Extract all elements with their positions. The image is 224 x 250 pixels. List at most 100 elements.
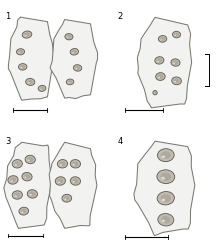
Ellipse shape <box>174 78 179 83</box>
Ellipse shape <box>65 34 73 40</box>
Ellipse shape <box>22 172 32 181</box>
Ellipse shape <box>15 164 17 166</box>
Ellipse shape <box>158 214 174 226</box>
Ellipse shape <box>75 66 80 70</box>
Ellipse shape <box>57 178 63 184</box>
Ellipse shape <box>160 39 162 40</box>
Ellipse shape <box>72 50 77 54</box>
Ellipse shape <box>160 37 165 41</box>
Ellipse shape <box>27 190 37 198</box>
Ellipse shape <box>26 78 35 86</box>
Ellipse shape <box>64 196 70 200</box>
Ellipse shape <box>158 36 167 42</box>
Ellipse shape <box>21 212 24 213</box>
Ellipse shape <box>21 209 27 214</box>
Ellipse shape <box>30 194 32 196</box>
Ellipse shape <box>66 79 74 85</box>
Ellipse shape <box>64 198 67 200</box>
Ellipse shape <box>73 164 75 166</box>
Ellipse shape <box>8 176 18 184</box>
Ellipse shape <box>162 156 165 158</box>
Ellipse shape <box>67 37 69 38</box>
Ellipse shape <box>171 59 180 66</box>
Ellipse shape <box>58 181 60 183</box>
Ellipse shape <box>155 57 164 64</box>
Ellipse shape <box>70 177 80 185</box>
Ellipse shape <box>158 77 160 78</box>
Ellipse shape <box>12 160 22 168</box>
Polygon shape <box>134 141 195 236</box>
Ellipse shape <box>28 82 30 84</box>
Ellipse shape <box>174 33 179 36</box>
Ellipse shape <box>162 198 165 202</box>
Ellipse shape <box>174 34 176 36</box>
Ellipse shape <box>59 161 66 166</box>
Ellipse shape <box>18 50 23 54</box>
Ellipse shape <box>70 48 78 55</box>
Ellipse shape <box>25 155 35 164</box>
Ellipse shape <box>75 68 77 69</box>
Ellipse shape <box>40 88 42 90</box>
Ellipse shape <box>68 80 72 84</box>
Ellipse shape <box>157 61 159 62</box>
Ellipse shape <box>24 174 30 179</box>
Ellipse shape <box>22 31 32 38</box>
Ellipse shape <box>67 35 71 38</box>
Ellipse shape <box>24 176 26 178</box>
Polygon shape <box>137 17 192 108</box>
Ellipse shape <box>157 170 175 183</box>
Ellipse shape <box>12 191 22 199</box>
Ellipse shape <box>57 160 68 168</box>
Ellipse shape <box>68 82 70 83</box>
Ellipse shape <box>157 58 162 62</box>
Ellipse shape <box>27 157 33 162</box>
Ellipse shape <box>72 52 74 54</box>
Ellipse shape <box>10 178 16 182</box>
Polygon shape <box>8 17 54 100</box>
Ellipse shape <box>162 220 165 222</box>
Text: 1: 1 <box>5 12 11 21</box>
Ellipse shape <box>156 73 165 80</box>
Ellipse shape <box>38 86 46 91</box>
Text: 3: 3 <box>5 137 11 146</box>
Ellipse shape <box>15 195 17 197</box>
Ellipse shape <box>160 172 171 181</box>
Ellipse shape <box>172 31 181 38</box>
Ellipse shape <box>158 74 163 79</box>
Ellipse shape <box>161 216 170 224</box>
Ellipse shape <box>21 67 22 68</box>
Ellipse shape <box>154 93 155 94</box>
Ellipse shape <box>19 207 29 215</box>
Ellipse shape <box>72 178 78 184</box>
Text: 4: 4 <box>117 137 123 146</box>
Ellipse shape <box>20 65 25 69</box>
Ellipse shape <box>161 177 165 180</box>
Ellipse shape <box>28 80 33 84</box>
Ellipse shape <box>40 86 44 90</box>
Ellipse shape <box>14 161 20 166</box>
Polygon shape <box>4 142 52 228</box>
Ellipse shape <box>19 64 27 70</box>
Ellipse shape <box>173 60 178 65</box>
Ellipse shape <box>172 77 181 85</box>
Ellipse shape <box>153 90 157 95</box>
Ellipse shape <box>154 92 156 94</box>
Text: 2: 2 <box>117 12 123 21</box>
Ellipse shape <box>29 192 35 196</box>
Ellipse shape <box>19 52 20 53</box>
Ellipse shape <box>173 62 175 64</box>
Ellipse shape <box>161 151 171 159</box>
Ellipse shape <box>62 194 72 202</box>
Ellipse shape <box>24 32 30 37</box>
Ellipse shape <box>60 164 62 166</box>
Polygon shape <box>49 142 97 228</box>
Ellipse shape <box>17 49 25 55</box>
Ellipse shape <box>72 161 78 166</box>
Ellipse shape <box>73 65 82 71</box>
Ellipse shape <box>25 35 27 36</box>
Ellipse shape <box>73 181 75 183</box>
Ellipse shape <box>157 149 174 162</box>
Ellipse shape <box>11 180 13 182</box>
Ellipse shape <box>55 177 65 185</box>
Ellipse shape <box>157 192 174 205</box>
